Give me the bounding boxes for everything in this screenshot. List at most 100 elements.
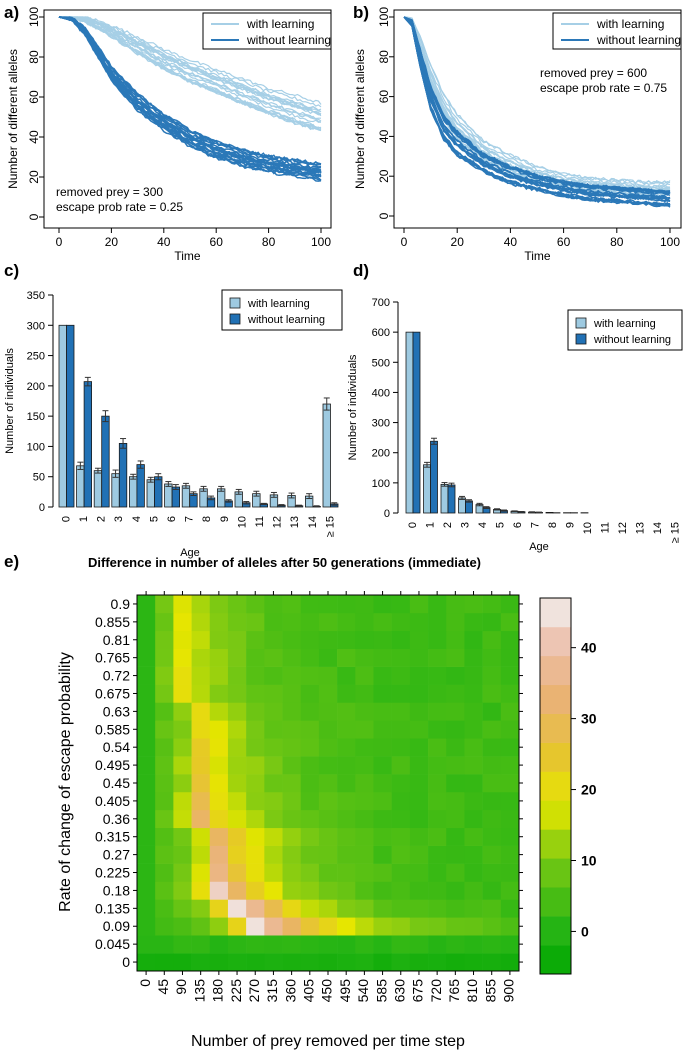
x-tick-label: 0 [137,979,153,987]
x-tick-label: 360 [282,979,298,1003]
heatmap-cell [482,720,502,739]
heatmap-cell [300,612,320,632]
heatmap-cell [409,756,429,775]
heatmap-cell [264,612,283,632]
heatmap-cell [391,648,411,667]
heatmap-cell [355,935,374,954]
heatmap-cell [173,935,192,954]
heatmap-cell [282,827,302,846]
heatmap-cell [428,899,447,918]
x-tick-label: 8 [201,516,213,522]
y-tick-label: 0.045 [95,936,130,952]
heatmap-cell [227,612,247,632]
x-tick-label: 40 [157,235,171,249]
heatmap-cell [246,756,265,775]
heatmap-cell [464,738,483,757]
heatmap-cell [246,791,265,811]
heatmap-cell [318,881,338,900]
heatmap-cell [373,863,392,882]
heatmap-cell [355,666,374,685]
heatmap-cell [337,684,356,703]
heatmap-cell [337,612,356,632]
heatmap-cell [173,702,192,721]
heatmap-cell [482,899,502,918]
heatmap-cell [300,666,320,685]
heatmap-cell [227,774,247,793]
series-line-with-learning [59,16,322,113]
legend-label: with learning [246,17,314,31]
x-tick-label: 6 [512,522,524,528]
x-tick-label: 90 [173,979,189,995]
heatmap-cell [337,630,356,650]
x-tick-label: 10 [582,522,594,534]
heatmap-cell [318,720,338,739]
heatmap-cell [391,899,411,918]
series-line-without-learning [58,16,322,172]
y-tick-label: 0 [384,508,390,520]
heatmap-cell [446,809,465,829]
heatmap-cell [500,827,520,846]
heatmap-cell [373,827,392,846]
heatmap-cell [391,612,411,632]
heatmap-cell [155,720,174,739]
x-tick-label: 0 [60,516,72,522]
heatmap-cell [482,630,502,650]
heatmap-cell [173,827,192,846]
heatmap-cell [355,899,374,918]
heatmap-cell [446,827,465,846]
heatmap-cell [227,720,247,739]
heatmap-cell [373,774,392,793]
heatmap-cell [264,881,283,900]
heatmap-cell [246,648,265,667]
y-tick-label: 0.36 [103,811,130,827]
y-tick-label: 0.405 [95,793,130,809]
x-tick-label: 810 [464,979,480,1003]
heatmap-cell [209,684,229,703]
heatmap-cell [191,595,211,614]
heatmap-cell [355,809,374,829]
heatmap-cell [391,738,411,757]
x-tick-label: 0 [401,235,408,249]
x-tick-label: 45 [155,979,171,995]
heatmap-cell [500,791,520,811]
bar-with-learning [322,403,331,508]
plot-frame [43,9,332,229]
bar-with-learning [164,483,173,508]
heatmap-cell [300,774,320,793]
heatmap-cell [137,827,156,846]
heatmap-cell [409,666,429,685]
heatmap-cell [173,881,192,900]
y-axis-label: Number of different alleles [6,49,20,189]
heatmap-cell [482,595,502,614]
heatmap-cell [391,774,411,793]
series-line-with-learning [58,16,322,105]
heatmap-cell [282,791,302,811]
bar-with-learning [93,470,103,508]
y-tick-label: 0 [27,213,41,220]
heatmap-cell [500,917,520,936]
heatmap-cell [155,935,174,954]
x-tick-label: 80 [610,235,624,249]
heatmap-cell [355,774,374,793]
heatmap-cell [355,684,374,703]
x-tick-label: 80 [262,235,276,249]
heatmap-cell [191,917,211,936]
heatmap-cell [227,809,247,829]
y-tick-label: 0.855 [95,614,130,630]
heatmap-cell [318,845,338,864]
heatmap-cell [391,863,411,882]
heatmap-cell [500,612,520,632]
heatmap-cell [318,666,338,685]
x-tick-label: 20 [105,235,119,249]
heatmap-cell [300,827,320,846]
heatmap-cell [446,630,465,650]
x-tick-label: 4 [477,522,489,528]
y-tick-label: 20 [27,170,41,184]
y-tick-label: 300 [372,418,390,430]
colorbar-segment [540,887,571,917]
heatmap-cell [137,720,156,739]
heatmap-cell [318,827,338,846]
heatmap-cell [300,899,320,918]
heatmap-cell [464,666,483,685]
heatmap-cell [191,953,211,972]
